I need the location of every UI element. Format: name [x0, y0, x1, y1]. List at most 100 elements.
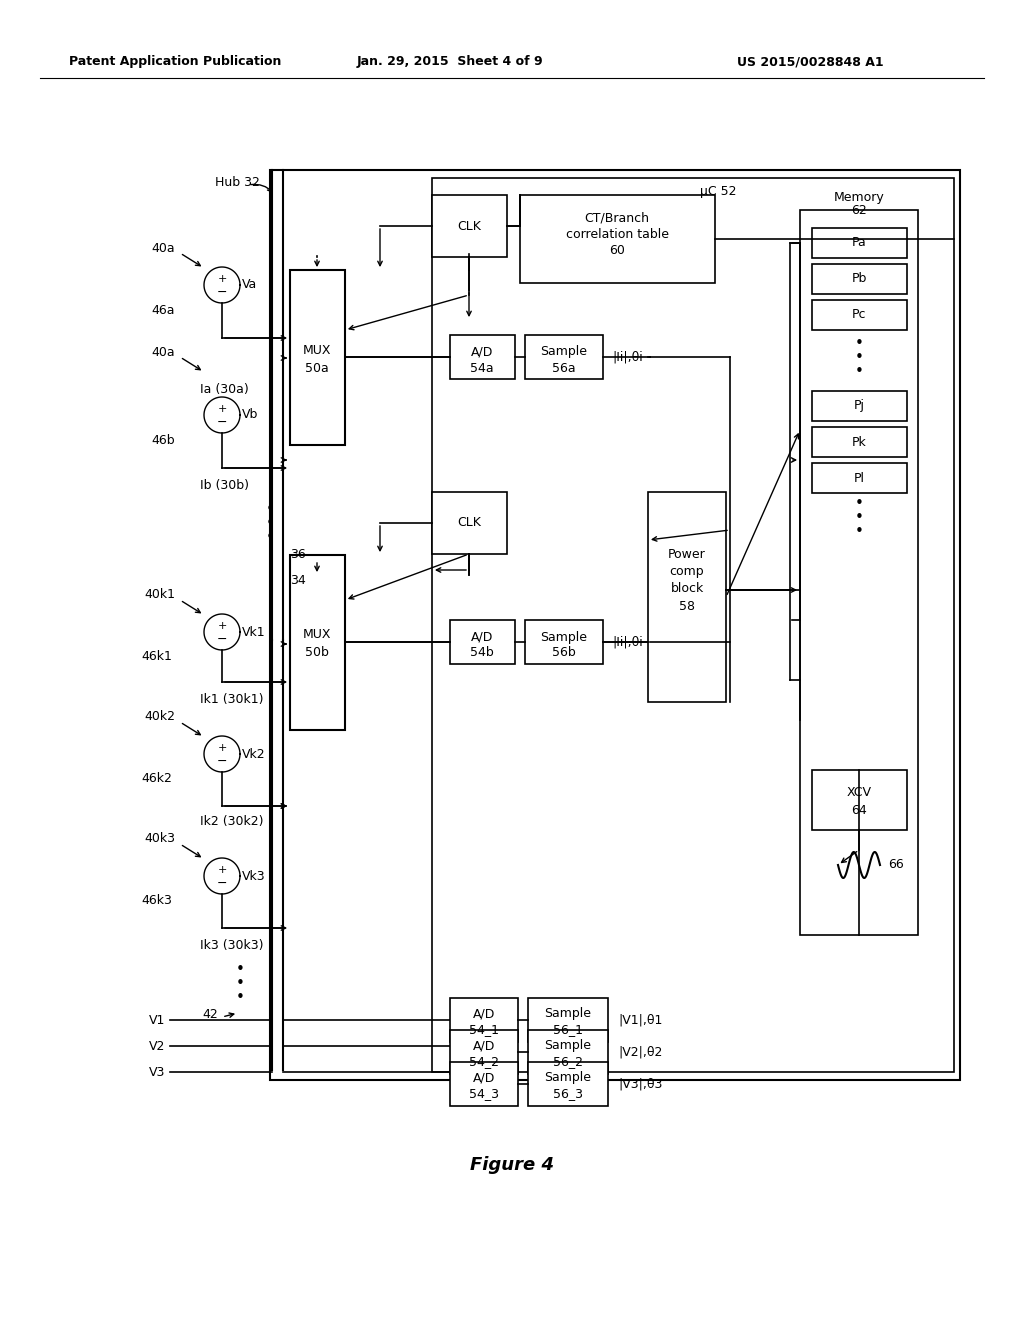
- Bar: [812, 391, 907, 421]
- Bar: [812, 300, 907, 330]
- Text: 66: 66: [888, 858, 904, 871]
- Text: Sample: Sample: [545, 1007, 592, 1020]
- Text: •: •: [265, 516, 274, 532]
- Text: Vk3: Vk3: [242, 870, 265, 883]
- Text: 56_2: 56_2: [553, 1056, 583, 1068]
- Text: 54a: 54a: [470, 362, 494, 375]
- Text: −: −: [217, 416, 227, 429]
- Text: •: •: [265, 503, 274, 517]
- Text: 46k2: 46k2: [141, 772, 172, 785]
- Text: V2: V2: [148, 1040, 165, 1052]
- Text: •: •: [855, 511, 863, 525]
- Text: 46a: 46a: [152, 304, 175, 317]
- Text: +: +: [217, 865, 226, 875]
- Bar: [528, 998, 608, 1041]
- Text: |V1|,θ1: |V1|,θ1: [618, 1014, 663, 1027]
- Bar: [290, 554, 345, 730]
- Bar: [520, 195, 715, 282]
- Text: •: •: [236, 962, 245, 978]
- Text: V1: V1: [148, 1014, 165, 1027]
- Bar: [450, 335, 515, 379]
- Bar: [290, 271, 345, 445]
- Text: A/D: A/D: [471, 346, 494, 359]
- Text: Sample: Sample: [545, 1040, 592, 1052]
- Text: 34: 34: [290, 573, 306, 586]
- Text: Pb: Pb: [851, 272, 866, 285]
- Text: Vk2: Vk2: [242, 747, 265, 760]
- Text: CLK: CLK: [457, 516, 481, 529]
- Text: Ik3 (30k3): Ik3 (30k3): [200, 939, 263, 952]
- Text: Pk: Pk: [852, 436, 866, 449]
- Text: +: +: [217, 275, 226, 284]
- Bar: [450, 1063, 518, 1106]
- Text: 58: 58: [679, 599, 695, 612]
- Text: 46b: 46b: [152, 433, 175, 446]
- Text: A/D: A/D: [473, 1040, 496, 1052]
- Text: 54_1: 54_1: [469, 1023, 499, 1036]
- Text: Ib (30b): Ib (30b): [200, 479, 249, 491]
- Text: |V2|,θ2: |V2|,θ2: [618, 1045, 663, 1059]
- Text: Sample: Sample: [545, 1072, 592, 1085]
- Bar: [270, 170, 961, 1080]
- Text: Ia (30a): Ia (30a): [200, 384, 249, 396]
- Text: |V3|,θ3: |V3|,θ3: [618, 1077, 663, 1090]
- Text: |Ii|,θi: |Ii|,θi: [612, 351, 643, 363]
- Text: MUX: MUX: [303, 628, 331, 642]
- Text: •: •: [236, 977, 245, 991]
- Text: 56b: 56b: [552, 647, 575, 660]
- Text: Vk1: Vk1: [242, 626, 265, 639]
- Text: 42: 42: [203, 1008, 218, 1022]
- Bar: [800, 210, 918, 935]
- Bar: [812, 264, 907, 294]
- Bar: [450, 998, 518, 1041]
- Text: −: −: [217, 755, 227, 767]
- Text: comp: comp: [670, 565, 705, 578]
- Text: |Ii|,θi: |Ii|,θi: [612, 635, 643, 648]
- Text: Va: Va: [242, 279, 257, 292]
- Text: 64: 64: [851, 804, 867, 817]
- Text: Power: Power: [668, 549, 706, 561]
- Text: 46k3: 46k3: [141, 895, 172, 908]
- Bar: [812, 426, 907, 457]
- Text: CT/Branch: CT/Branch: [585, 211, 649, 224]
- Text: 50b: 50b: [305, 647, 329, 660]
- Text: block: block: [671, 582, 703, 595]
- Text: •: •: [855, 496, 863, 511]
- Text: −: −: [217, 876, 227, 890]
- Text: μC 52: μC 52: [700, 186, 736, 198]
- Text: −: −: [217, 632, 227, 645]
- Bar: [450, 1030, 518, 1074]
- Text: 46k1: 46k1: [141, 651, 172, 664]
- Text: 56_3: 56_3: [553, 1088, 583, 1101]
- Text: 56_1: 56_1: [553, 1023, 583, 1036]
- Text: MUX: MUX: [303, 343, 331, 356]
- Text: Hub 32: Hub 32: [215, 176, 260, 189]
- Text: •: •: [855, 337, 863, 351]
- Text: •: •: [855, 524, 863, 540]
- Text: •: •: [236, 990, 245, 1006]
- Text: −: −: [217, 285, 227, 298]
- Text: 50a: 50a: [305, 362, 329, 375]
- Bar: [432, 195, 507, 257]
- Text: Patent Application Publication: Patent Application Publication: [69, 55, 282, 69]
- Text: 62: 62: [851, 203, 867, 216]
- Bar: [525, 335, 603, 379]
- Text: +: +: [217, 404, 226, 414]
- Bar: [432, 178, 954, 1072]
- Text: Pc: Pc: [852, 309, 866, 322]
- Bar: [432, 492, 507, 554]
- Text: Pj: Pj: [853, 400, 864, 412]
- Text: 60: 60: [609, 243, 625, 256]
- Text: 54b: 54b: [470, 647, 494, 660]
- Text: CLK: CLK: [457, 219, 481, 232]
- Text: 40k2: 40k2: [144, 710, 175, 722]
- Text: •: •: [265, 531, 274, 545]
- Text: A/D: A/D: [473, 1007, 496, 1020]
- Text: Ik2 (30k2): Ik2 (30k2): [200, 816, 263, 829]
- Bar: [525, 620, 603, 664]
- Text: Vb: Vb: [242, 408, 258, 421]
- Text: Pa: Pa: [852, 236, 866, 249]
- Text: XCV: XCV: [847, 787, 871, 800]
- Text: 40k3: 40k3: [144, 832, 175, 845]
- Bar: [528, 1030, 608, 1074]
